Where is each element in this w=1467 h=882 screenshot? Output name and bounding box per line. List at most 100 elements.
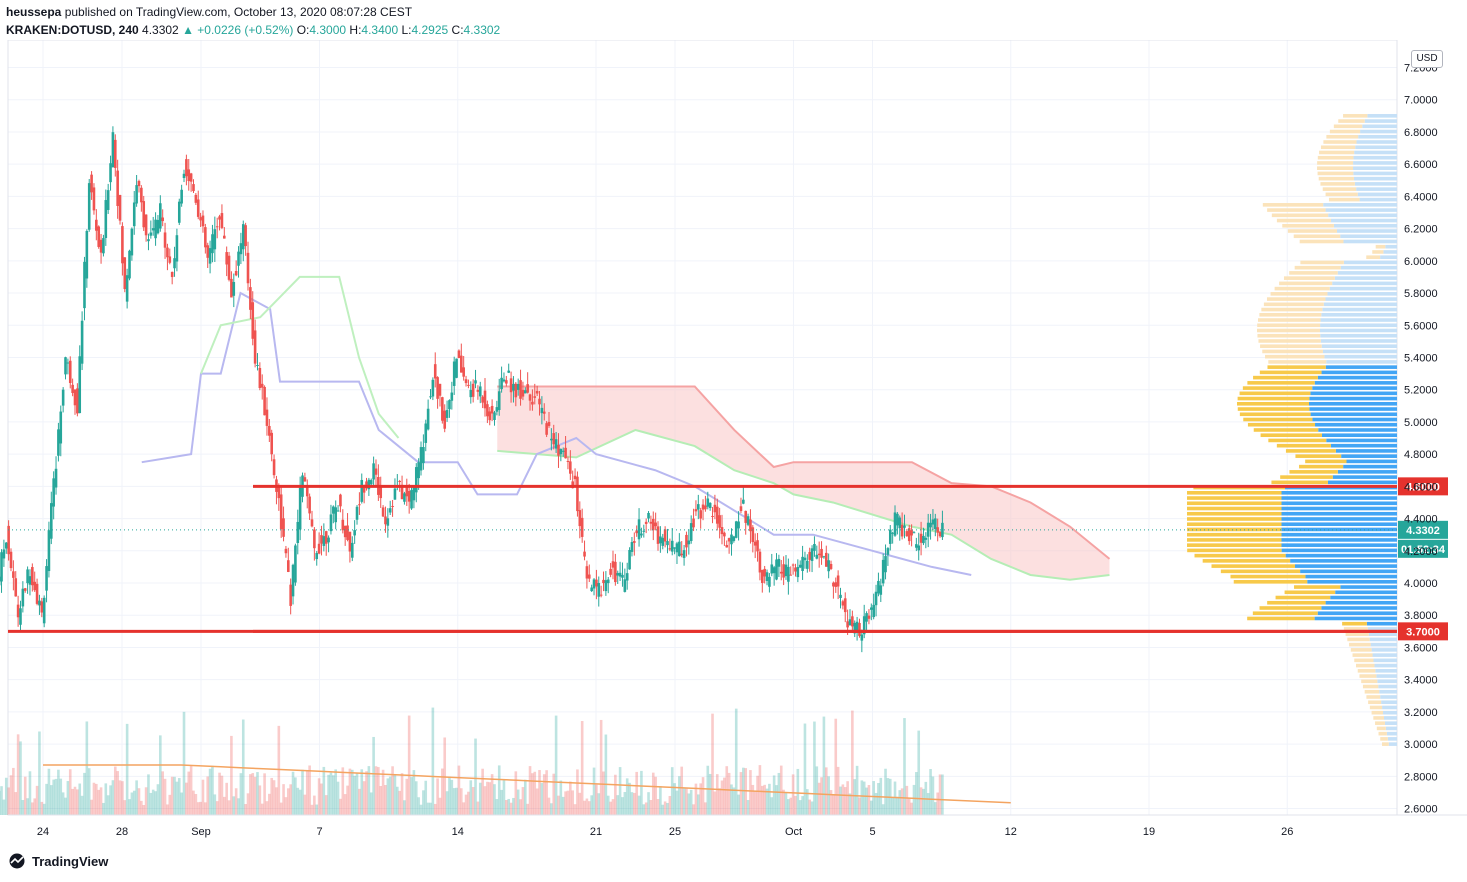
- candle: [651, 518, 655, 531]
- candle: [787, 566, 790, 582]
- candle: [189, 173, 193, 182]
- candle: [393, 488, 397, 500]
- candle: [782, 564, 785, 578]
- volume-bar: [237, 798, 240, 815]
- low-label: L:: [401, 23, 412, 37]
- volume-profile-bar: [1281, 548, 1397, 553]
- tradingview-icon: [9, 853, 25, 869]
- volume-bar: [528, 766, 532, 815]
- candle: [706, 498, 710, 507]
- volume-bar: [810, 801, 814, 815]
- volume-bar: [403, 800, 406, 815]
- volume-bar: [599, 719, 603, 815]
- volume-bar: [358, 788, 361, 815]
- volume-profile-bar: [1354, 658, 1374, 663]
- volume-bar: [414, 781, 418, 815]
- volume-profile-bar: [1276, 443, 1331, 448]
- volume-profile-bar: [1281, 511, 1397, 516]
- volume-bar: [194, 793, 198, 815]
- candle: [829, 563, 833, 569]
- volume-profile-bar: [1317, 161, 1354, 165]
- volume-bar: [919, 787, 923, 815]
- volume-profile-bar: [1281, 543, 1397, 547]
- candle: [779, 571, 783, 574]
- candle: [147, 239, 150, 242]
- volume-bar: [244, 804, 247, 815]
- volume-bar: [367, 766, 371, 815]
- candle: [497, 391, 501, 410]
- volume-bar: [526, 803, 529, 815]
- volume-profile-bar: [1354, 182, 1397, 186]
- candle: [83, 261, 86, 309]
- candle: [230, 278, 233, 298]
- candle: [656, 526, 660, 544]
- candle: [286, 560, 290, 572]
- candle: [907, 528, 911, 542]
- y-tick-label: 5.0000: [1404, 417, 1438, 429]
- candle: [618, 572, 622, 577]
- volume-profile-bar: [1327, 480, 1397, 485]
- volume-profile-bar: [1361, 679, 1378, 684]
- volume-profile-bar: [1262, 349, 1323, 354]
- candle: [282, 518, 285, 537]
- volume-bar: [168, 794, 172, 815]
- volume-profile-bar: [1383, 250, 1397, 254]
- candle: [417, 462, 420, 479]
- volume-bar: [223, 796, 226, 815]
- volume-profile-bar: [1309, 401, 1397, 406]
- volume-profile-bar: [1237, 407, 1310, 411]
- volume-bar: [35, 785, 39, 815]
- candle: [424, 423, 428, 443]
- volume-profile-bar: [1187, 538, 1282, 542]
- x-tick-label: 28: [116, 826, 128, 838]
- volume-bar: [457, 765, 461, 815]
- price-chart[interactable]: 4.60003.70004.330201:52:347.20007.00006.…: [0, 40, 1467, 852]
- candle: [80, 320, 84, 364]
- volume-bar: [346, 785, 349, 815]
- volume-bar: [758, 765, 762, 815]
- candle: [678, 541, 681, 557]
- x-tick-label: 25: [669, 826, 681, 838]
- volume-profile-bar: [1211, 564, 1295, 568]
- currency-button[interactable]: USD: [1411, 50, 1443, 68]
- volume-bar: [315, 804, 319, 815]
- candle: [258, 368, 262, 389]
- volume-profile-bar: [1353, 166, 1397, 170]
- published-text: published on TradingView.com, October 13…: [64, 5, 413, 19]
- close-label: C:: [451, 23, 464, 37]
- candle: [507, 370, 511, 373]
- candle: [21, 588, 25, 607]
- tradingview-logo[interactable]: TradingView: [6, 853, 108, 869]
- volume-bar: [576, 769, 579, 815]
- candle: [239, 243, 243, 255]
- volume-bar: [272, 780, 276, 815]
- x-tick-label: 24: [37, 826, 49, 838]
- candle: [170, 271, 174, 278]
- volume-bar: [163, 778, 167, 815]
- candle: [692, 518, 695, 528]
- volume-profile-bar: [1281, 501, 1397, 506]
- volume-bar: [441, 768, 444, 815]
- volume-profile-bar: [1379, 689, 1397, 694]
- volume-profile-bar: [1380, 737, 1388, 741]
- volume-bar: [891, 797, 894, 815]
- candle: [870, 607, 873, 610]
- volume-bar: [438, 797, 442, 815]
- candle: [673, 547, 676, 549]
- volume-profile-bar: [1270, 292, 1328, 296]
- volume-profile-bar: [1324, 354, 1397, 359]
- volume-profile-bar: [1334, 276, 1397, 280]
- y-tick-label: 7.0000: [1404, 95, 1438, 107]
- volume-profile-bar: [1374, 663, 1397, 668]
- candle: [241, 224, 245, 250]
- volume-profile-bar: [1322, 187, 1357, 191]
- y-tick-label: 6.0000: [1404, 256, 1438, 268]
- candle: [99, 239, 103, 253]
- volume-bar: [104, 783, 108, 815]
- volume-profile-bar: [1317, 611, 1397, 616]
- volume-bar: [552, 773, 556, 815]
- volume-bar: [507, 798, 511, 815]
- candle: [547, 421, 551, 426]
- volume-bar: [701, 777, 705, 815]
- y-tick-label: 3.2000: [1404, 707, 1438, 719]
